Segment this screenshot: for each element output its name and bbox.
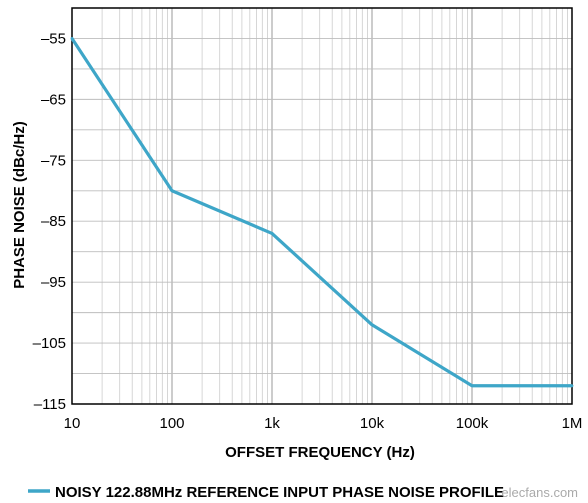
x-tick-label: 100 [159,415,184,432]
y-tick-label: –115 [34,396,66,413]
x-tick-label: 1k [264,415,280,432]
y-axis-title: PHASE NOISE (dBc/Hz) [11,121,28,289]
data-point [370,323,374,327]
y-tick-label: –55 [41,30,66,47]
y-tick-label: –65 [41,91,66,108]
y-axis-ticks: –55 –65 –75 –85 –95 –105 –115 [33,30,66,413]
legend-label: NOISY 122.88MHz REFERENCE INPUT PHASE NO… [55,484,504,501]
x-tick-label: 10 [64,415,81,432]
x-tick-label: 1M [562,415,583,432]
x-axis-ticks: 10 100 1k 10k 100k 1M [64,415,583,432]
y-tick-label: –105 [33,335,66,352]
legend: NOISY 122.88MHz REFERENCE INPUT PHASE NO… [28,484,504,501]
data-point [470,384,474,388]
x-tick-label: 100k [456,415,489,432]
plot-border [71,7,573,405]
data-point [70,37,74,40]
y-tick-label: –85 [41,213,66,230]
watermark: elecfans.com [501,485,578,500]
data-point [270,232,274,235]
x-axis-title: OFFSET FREQUENCY (Hz) [225,444,415,461]
plot-frame [71,7,573,405]
x-tick-label: 10k [360,415,385,432]
series-layer [70,37,574,388]
data-point [570,384,574,388]
y-tick-label: –95 [41,274,66,291]
series-line [70,37,572,388]
data-point [170,189,174,193]
chart-grid [72,8,572,404]
y-tick-label: –75 [41,152,66,169]
